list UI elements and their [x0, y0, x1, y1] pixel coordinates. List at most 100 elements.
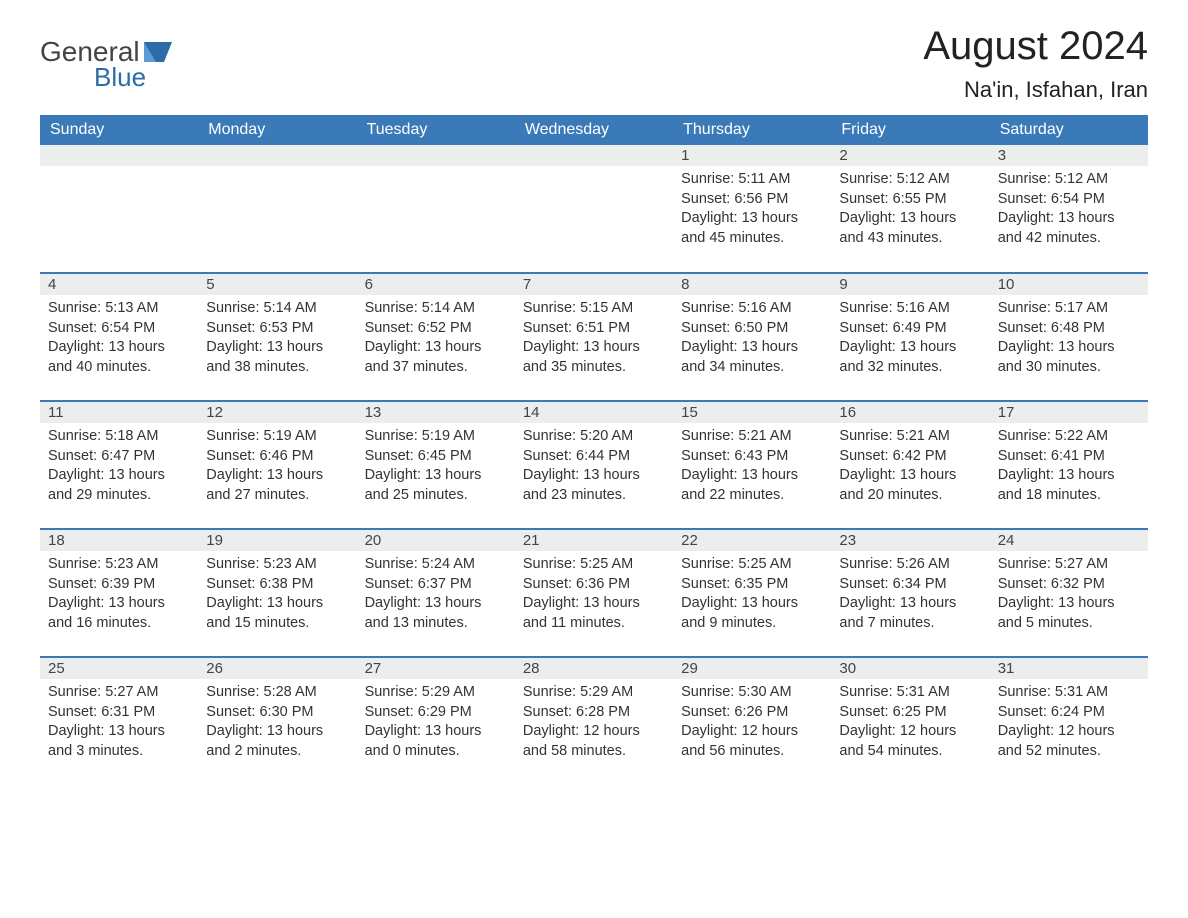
day-data: Sunrise: 5:29 AMSunset: 6:29 PMDaylight:… — [357, 679, 515, 769]
calendar-cell — [515, 145, 673, 273]
day-number: 10 — [990, 274, 1148, 295]
calendar-cell: 6Sunrise: 5:14 AMSunset: 6:52 PMDaylight… — [357, 273, 515, 401]
day-number: 22 — [673, 530, 831, 551]
day-number: 18 — [40, 530, 198, 551]
day-number: 9 — [831, 274, 989, 295]
day-data: Sunrise: 5:19 AMSunset: 6:46 PMDaylight:… — [198, 423, 356, 513]
calendar-cell: 20Sunrise: 5:24 AMSunset: 6:37 PMDayligh… — [357, 529, 515, 657]
day-data: Sunrise: 5:29 AMSunset: 6:28 PMDaylight:… — [515, 679, 673, 769]
day-data: Sunrise: 5:24 AMSunset: 6:37 PMDaylight:… — [357, 551, 515, 641]
day-data: Sunrise: 5:21 AMSunset: 6:42 PMDaylight:… — [831, 423, 989, 513]
day-data: Sunrise: 5:27 AMSunset: 6:31 PMDaylight:… — [40, 679, 198, 769]
weekday-header: Wednesday — [515, 115, 673, 145]
calendar-week-row: 25Sunrise: 5:27 AMSunset: 6:31 PMDayligh… — [40, 657, 1148, 785]
day-number: 19 — [198, 530, 356, 551]
calendar-cell: 5Sunrise: 5:14 AMSunset: 6:53 PMDaylight… — [198, 273, 356, 401]
calendar-cell: 3Sunrise: 5:12 AMSunset: 6:54 PMDaylight… — [990, 145, 1148, 273]
weekday-header: Sunday — [40, 115, 198, 145]
day-number — [515, 145, 673, 166]
day-data: Sunrise: 5:22 AMSunset: 6:41 PMDaylight:… — [990, 423, 1148, 513]
calendar-cell: 17Sunrise: 5:22 AMSunset: 6:41 PMDayligh… — [990, 401, 1148, 529]
day-data: Sunrise: 5:25 AMSunset: 6:36 PMDaylight:… — [515, 551, 673, 641]
weekday-header: Thursday — [673, 115, 831, 145]
month-title: August 2024 — [923, 24, 1148, 69]
day-number: 28 — [515, 658, 673, 679]
calendar-week-row: 1Sunrise: 5:11 AMSunset: 6:56 PMDaylight… — [40, 145, 1148, 273]
day-data: Sunrise: 5:14 AMSunset: 6:52 PMDaylight:… — [357, 295, 515, 385]
day-number: 16 — [831, 402, 989, 423]
calendar-cell: 16Sunrise: 5:21 AMSunset: 6:42 PMDayligh… — [831, 401, 989, 529]
day-data: Sunrise: 5:21 AMSunset: 6:43 PMDaylight:… — [673, 423, 831, 513]
day-number — [357, 145, 515, 166]
calendar-cell: 29Sunrise: 5:30 AMSunset: 6:26 PMDayligh… — [673, 657, 831, 785]
calendar-cell: 1Sunrise: 5:11 AMSunset: 6:56 PMDaylight… — [673, 145, 831, 273]
day-number: 24 — [990, 530, 1148, 551]
calendar-cell: 21Sunrise: 5:25 AMSunset: 6:36 PMDayligh… — [515, 529, 673, 657]
day-data: Sunrise: 5:18 AMSunset: 6:47 PMDaylight:… — [40, 423, 198, 513]
calendar-body: 1Sunrise: 5:11 AMSunset: 6:56 PMDaylight… — [40, 145, 1148, 785]
calendar-cell: 22Sunrise: 5:25 AMSunset: 6:35 PMDayligh… — [673, 529, 831, 657]
day-data: Sunrise: 5:19 AMSunset: 6:45 PMDaylight:… — [357, 423, 515, 513]
calendar-cell: 31Sunrise: 5:31 AMSunset: 6:24 PMDayligh… — [990, 657, 1148, 785]
weekday-header: Friday — [831, 115, 989, 145]
calendar-cell: 18Sunrise: 5:23 AMSunset: 6:39 PMDayligh… — [40, 529, 198, 657]
logo: General Blue — [40, 24, 172, 93]
day-data: Sunrise: 5:16 AMSunset: 6:49 PMDaylight:… — [831, 295, 989, 385]
title-block: August 2024 Na'in, Isfahan, Iran — [923, 24, 1148, 103]
day-data: Sunrise: 5:12 AMSunset: 6:54 PMDaylight:… — [990, 166, 1148, 256]
day-number — [40, 145, 198, 166]
day-number: 21 — [515, 530, 673, 551]
day-number: 15 — [673, 402, 831, 423]
calendar-cell: 15Sunrise: 5:21 AMSunset: 6:43 PMDayligh… — [673, 401, 831, 529]
calendar-cell: 28Sunrise: 5:29 AMSunset: 6:28 PMDayligh… — [515, 657, 673, 785]
weekday-header-row: SundayMondayTuesdayWednesdayThursdayFrid… — [40, 115, 1148, 145]
calendar-cell: 7Sunrise: 5:15 AMSunset: 6:51 PMDaylight… — [515, 273, 673, 401]
day-data: Sunrise: 5:20 AMSunset: 6:44 PMDaylight:… — [515, 423, 673, 513]
day-number: 8 — [673, 274, 831, 295]
day-data: Sunrise: 5:31 AMSunset: 6:24 PMDaylight:… — [990, 679, 1148, 769]
calendar-cell: 8Sunrise: 5:16 AMSunset: 6:50 PMDaylight… — [673, 273, 831, 401]
calendar-cell: 23Sunrise: 5:26 AMSunset: 6:34 PMDayligh… — [831, 529, 989, 657]
day-data: Sunrise: 5:12 AMSunset: 6:55 PMDaylight:… — [831, 166, 989, 256]
day-number: 11 — [40, 402, 198, 423]
day-number: 6 — [357, 274, 515, 295]
day-number — [198, 145, 356, 166]
day-data: Sunrise: 5:13 AMSunset: 6:54 PMDaylight:… — [40, 295, 198, 385]
day-number: 20 — [357, 530, 515, 551]
day-data: Sunrise: 5:14 AMSunset: 6:53 PMDaylight:… — [198, 295, 356, 385]
day-data: Sunrise: 5:23 AMSunset: 6:39 PMDaylight:… — [40, 551, 198, 641]
weekday-header: Monday — [198, 115, 356, 145]
day-data: Sunrise: 5:30 AMSunset: 6:26 PMDaylight:… — [673, 679, 831, 769]
day-number: 4 — [40, 274, 198, 295]
calendar-table: SundayMondayTuesdayWednesdayThursdayFrid… — [40, 115, 1148, 785]
day-data: Sunrise: 5:28 AMSunset: 6:30 PMDaylight:… — [198, 679, 356, 769]
day-data: Sunrise: 5:17 AMSunset: 6:48 PMDaylight:… — [990, 295, 1148, 385]
header: General Blue August 2024 Na'in, Isfahan,… — [40, 24, 1148, 103]
calendar-cell: 13Sunrise: 5:19 AMSunset: 6:45 PMDayligh… — [357, 401, 515, 529]
day-data: Sunrise: 5:16 AMSunset: 6:50 PMDaylight:… — [673, 295, 831, 385]
day-number: 2 — [831, 145, 989, 166]
calendar-cell: 25Sunrise: 5:27 AMSunset: 6:31 PMDayligh… — [40, 657, 198, 785]
day-number: 17 — [990, 402, 1148, 423]
day-number: 25 — [40, 658, 198, 679]
day-data: Sunrise: 5:27 AMSunset: 6:32 PMDaylight:… — [990, 551, 1148, 641]
day-data: Sunrise: 5:25 AMSunset: 6:35 PMDaylight:… — [673, 551, 831, 641]
calendar-cell: 19Sunrise: 5:23 AMSunset: 6:38 PMDayligh… — [198, 529, 356, 657]
weekday-header: Tuesday — [357, 115, 515, 145]
day-number: 14 — [515, 402, 673, 423]
calendar-cell: 14Sunrise: 5:20 AMSunset: 6:44 PMDayligh… — [515, 401, 673, 529]
day-number: 26 — [198, 658, 356, 679]
calendar-cell: 4Sunrise: 5:13 AMSunset: 6:54 PMDaylight… — [40, 273, 198, 401]
day-number: 31 — [990, 658, 1148, 679]
calendar-week-row: 18Sunrise: 5:23 AMSunset: 6:39 PMDayligh… — [40, 529, 1148, 657]
day-number: 5 — [198, 274, 356, 295]
calendar-cell — [40, 145, 198, 273]
day-data: Sunrise: 5:23 AMSunset: 6:38 PMDaylight:… — [198, 551, 356, 641]
day-data: Sunrise: 5:15 AMSunset: 6:51 PMDaylight:… — [515, 295, 673, 385]
calendar-cell: 30Sunrise: 5:31 AMSunset: 6:25 PMDayligh… — [831, 657, 989, 785]
calendar-cell: 27Sunrise: 5:29 AMSunset: 6:29 PMDayligh… — [357, 657, 515, 785]
calendar-week-row: 4Sunrise: 5:13 AMSunset: 6:54 PMDaylight… — [40, 273, 1148, 401]
day-number: 1 — [673, 145, 831, 166]
calendar-cell: 2Sunrise: 5:12 AMSunset: 6:55 PMDaylight… — [831, 145, 989, 273]
calendar-week-row: 11Sunrise: 5:18 AMSunset: 6:47 PMDayligh… — [40, 401, 1148, 529]
